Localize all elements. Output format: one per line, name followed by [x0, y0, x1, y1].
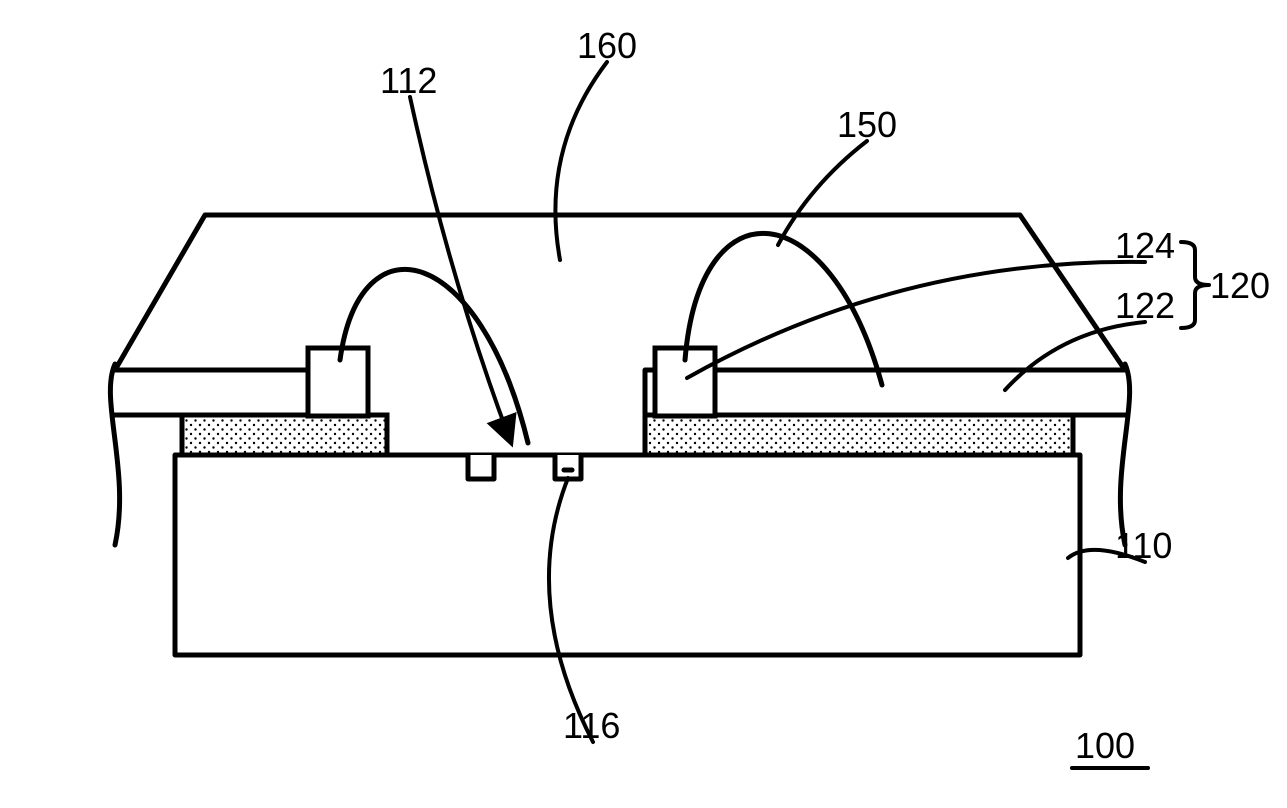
label-116: 116 — [563, 705, 620, 746]
label-110: 110 — [1115, 525, 1172, 566]
label-160: 160 — [577, 25, 637, 66]
label-120: 120 — [1210, 265, 1270, 306]
label-150: 150 — [837, 104, 897, 145]
label-122: 122 — [1115, 285, 1175, 326]
label-100: 100 — [1075, 725, 1135, 766]
label-112: 112 — [380, 60, 437, 101]
label-124: 124 — [1115, 225, 1175, 266]
